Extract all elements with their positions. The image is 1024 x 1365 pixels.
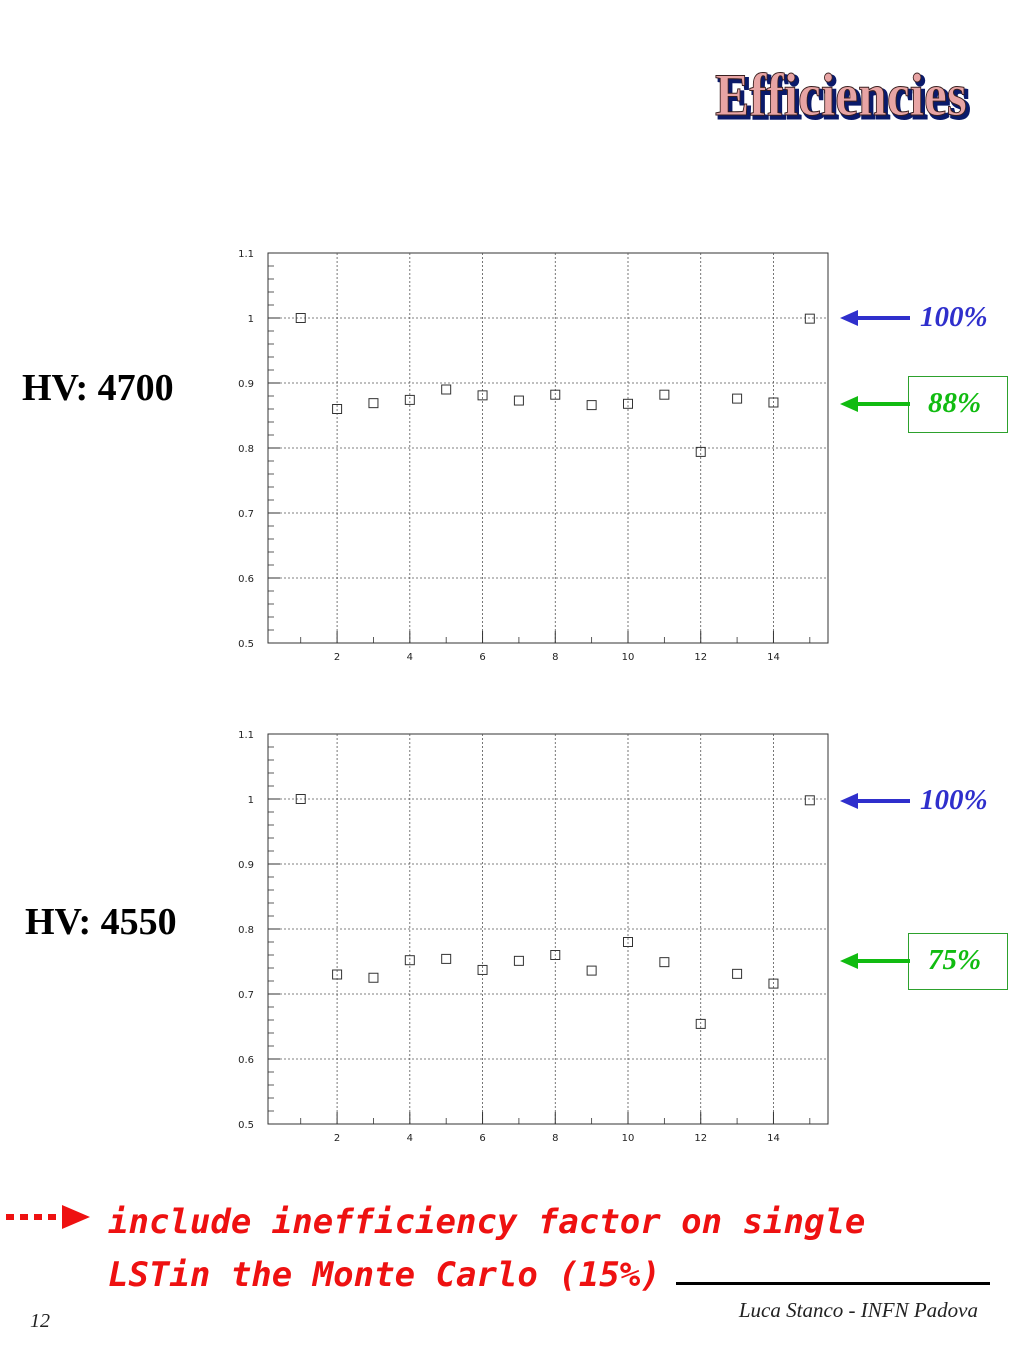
arrow-green-icon: [840, 953, 910, 969]
y-tick-label: 0.9: [238, 860, 254, 871]
x-tick-label: 6: [479, 1133, 485, 1144]
y-tick-label: 1.1: [238, 730, 254, 741]
data-point: [659, 957, 670, 968]
page-number: 12: [30, 1310, 50, 1332]
pct-top-1: 100%: [920, 301, 988, 333]
data-point: [768, 978, 779, 989]
data-point: [659, 389, 670, 400]
data-point: [804, 795, 815, 806]
data-point: [332, 969, 343, 980]
efficiency-plot-hv4700: 0.5 0.6 0.7 0.8 0.9 1 1.1 2 4 6 8 10 12 14: [238, 249, 829, 663]
pct-mid-1: 88%: [928, 387, 982, 419]
data-point: [732, 968, 743, 979]
slide-title-art: Efficiencies Efficiencies: [715, 62, 972, 133]
y-tick-label: 0.6: [238, 574, 254, 585]
x-tick-label: 12: [694, 652, 707, 663]
data-point: [623, 398, 633, 409]
pct-top-2: 100%: [920, 784, 988, 816]
data-point: [768, 397, 779, 408]
x-tick-label: 10: [622, 1133, 635, 1144]
hv-label-2: HV: 4550: [25, 901, 177, 943]
arrow-green-icon: [840, 396, 910, 412]
x-tick-label: 14: [767, 652, 780, 663]
x-tick-label: 14: [767, 1133, 780, 1144]
data-point: [441, 384, 452, 395]
y-tick-label: 0.7: [238, 509, 254, 520]
data-point: [513, 395, 524, 406]
note-line-2: LSTin the Monte Carlo (15%): [108, 1255, 661, 1295]
hv-label-1: HV: 4700: [22, 367, 174, 409]
data-point: [477, 964, 488, 975]
data-point: [477, 390, 488, 401]
data-point: [804, 313, 815, 324]
y-tick-label: 0.5: [238, 1120, 254, 1131]
plot-panel-1: 0.5 0.6 0.7 0.8 0.9 1 1.1 2 4 6 8 10 12 14: [225, 240, 835, 665]
x-tick-label: 2: [334, 1133, 340, 1144]
data-point: [623, 937, 633, 947]
x-tick-label: 12: [694, 1133, 707, 1144]
y-tick-label: 1: [248, 795, 254, 806]
y-tick-label: 0.9: [238, 379, 254, 390]
note-line-1: include inefficiency factor on single: [108, 1202, 866, 1242]
data-point: [295, 794, 306, 804]
arrow-blue-icon: [840, 793, 910, 809]
y-tick-label: 0.7: [238, 990, 254, 1001]
pct-box-2: [908, 933, 1008, 990]
x-tick-label: 6: [479, 652, 485, 663]
data-point: [404, 394, 415, 405]
y-tick-label: 1.1: [238, 249, 254, 260]
data-point: [368, 972, 379, 983]
data-point: [550, 389, 561, 400]
pct-box-1: [908, 376, 1008, 433]
pct-mid-2: 75%: [928, 944, 982, 976]
efficiency-plot-hv4550: 0.5 0.6 0.7 0.8 0.9 1 1.1 2 4 6 8 10 12 14: [238, 730, 829, 1144]
data-point: [586, 400, 597, 411]
data-point: [404, 955, 415, 966]
data-point: [368, 398, 379, 409]
data-point: [513, 955, 524, 966]
data-point: [695, 446, 706, 457]
data-point: [441, 953, 452, 964]
x-tick-label: 8: [552, 652, 558, 663]
footer-rule: [676, 1282, 990, 1285]
data-point: [550, 950, 561, 960]
dotted-arrow-icon: [6, 1205, 90, 1229]
x-tick-label: 10: [622, 652, 635, 663]
x-tick-label: 8: [552, 1133, 558, 1144]
arrow-blue-icon: [840, 310, 910, 326]
y-tick-label: 0.8: [238, 925, 254, 936]
data-point: [295, 313, 306, 323]
data-point: [695, 1018, 706, 1029]
y-tick-label: 0.5: [238, 639, 254, 650]
x-tick-label: 4: [407, 652, 413, 663]
author-credit: Luca Stanco - INFN Padova: [738, 1298, 978, 1322]
data-point: [332, 404, 343, 414]
data-point: [586, 965, 597, 976]
y-tick-label: 1: [248, 314, 254, 325]
y-tick-label: 0.6: [238, 1055, 254, 1066]
slide-title: Efficiencies: [715, 62, 967, 128]
note-text: include inefficiency factor on single LS…: [108, 1196, 865, 1302]
plot-panel-2: 0.5 0.6 0.7 0.8 0.9 1 1.1 2 4 6 8 10 12 14: [225, 721, 835, 1146]
x-tick-label: 4: [407, 1133, 413, 1144]
y-tick-label: 0.8: [238, 444, 254, 455]
svg-text:Efficiencies: Efficiencies: [718, 65, 970, 131]
x-tick-label: 2: [334, 652, 340, 663]
data-point: [732, 393, 743, 404]
